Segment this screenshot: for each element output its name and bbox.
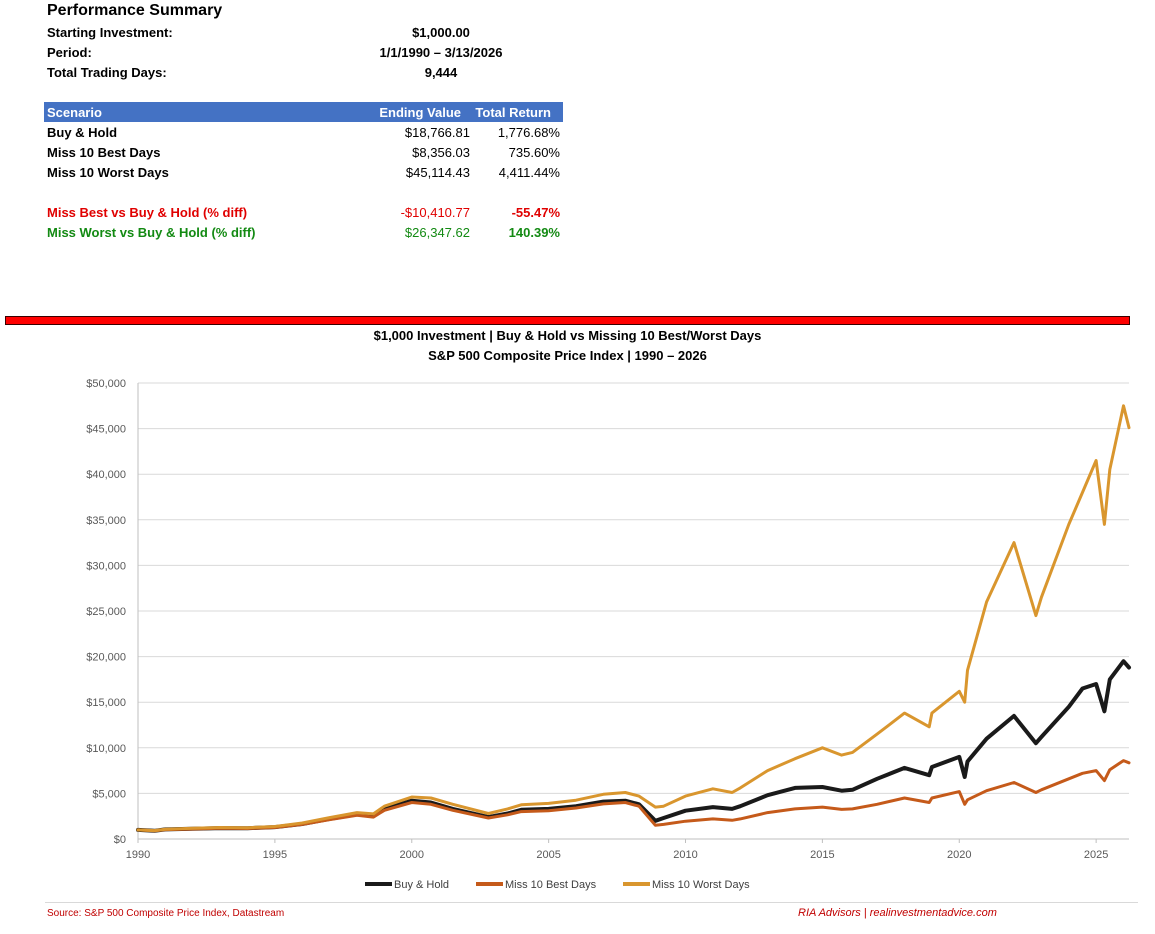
chart-title: $1,000 Investment | Buy & Hold vs Missin… [373,328,762,343]
summary-label-starting: Starting Investment: [47,25,173,40]
table-row-return: 1,776.68% [497,125,560,140]
x-tick-label: 1990 [126,849,150,861]
header-scenario: Scenario [47,105,102,120]
diff-best-value: -$10,410.77 [400,205,470,220]
chart-subtitle: S&P 500 Composite Price Index | 1990 – 2… [428,348,707,363]
y-tick-label: $10,000 [86,743,126,755]
scenario-table-header [44,102,563,122]
source-note: Source: S&P 500 Composite Price Index, D… [47,908,285,919]
x-tick-label: 2025 [1084,849,1108,861]
summary-label-period: Period: [47,45,92,60]
y-tick-label: $5,000 [92,788,126,800]
diff-worst-value: $26,347.62 [404,225,470,240]
y-tick-label: $40,000 [86,469,126,481]
x-tick-label: 1995 [263,849,287,861]
y-tick-label: $20,000 [86,652,126,664]
table-row-scenario: Miss 10 Best Days [47,145,161,160]
summary-title: Performance Summary [47,2,223,19]
summary-value-period: 1/1/1990 – 3/13/2026 [379,45,503,60]
y-tick-label: $50,000 [86,378,126,390]
header-ending-value: Ending Value [379,105,461,120]
diff-worst-pct: 140.39% [508,225,560,240]
table-row-ending: $8,356.03 [412,145,470,160]
legend-label: Miss 10 Best Days [505,879,597,891]
y-tick-label: $15,000 [86,697,126,709]
table-row-return: 735.60% [508,145,560,160]
table-row-ending: $45,114.43 [405,165,470,180]
credit-note: RIA Advisors | realinvestmentadvice.com [798,907,997,919]
diff-worst-label: Miss Worst vs Buy & Hold (% diff) [47,225,256,240]
diff-best-label: Miss Best vs Buy & Hold (% diff) [47,205,248,220]
series-line-miss-10-best-days [136,759,1131,833]
y-tick-label: $0 [114,834,126,846]
diff-best-pct: -55.47% [511,205,560,220]
legend-label: Buy & Hold [394,879,449,891]
y-tick-label: $45,000 [86,424,126,436]
summary-value-starting: $1,000.00 [412,25,470,40]
x-tick-label: 2020 [947,849,971,861]
x-tick-label: 2000 [400,849,424,861]
header-total-return: Total Return [475,105,551,120]
legend-label: Miss 10 Worst Days [652,879,750,891]
table-row-scenario: Buy & Hold [47,125,118,140]
y-tick-label: $30,000 [86,560,126,572]
red-separator-bar [5,316,1130,325]
x-tick-label: 2010 [673,849,697,861]
footer-divider [45,902,1138,903]
summary-value-days: 9,444 [424,65,458,80]
x-tick-label: 2005 [536,849,560,861]
summary-label-days: Total Trading Days: [47,65,167,80]
table-row-return: 4,411.44% [498,165,560,180]
series-line-miss-10-worst-days [136,404,1131,833]
x-tick-label: 2015 [810,849,834,861]
y-tick-label: $25,000 [86,606,126,618]
y-tick-label: $35,000 [86,515,126,527]
table-row-ending: $18,766.81 [404,125,470,140]
table-row-scenario: Miss 10 Worst Days [47,165,169,180]
